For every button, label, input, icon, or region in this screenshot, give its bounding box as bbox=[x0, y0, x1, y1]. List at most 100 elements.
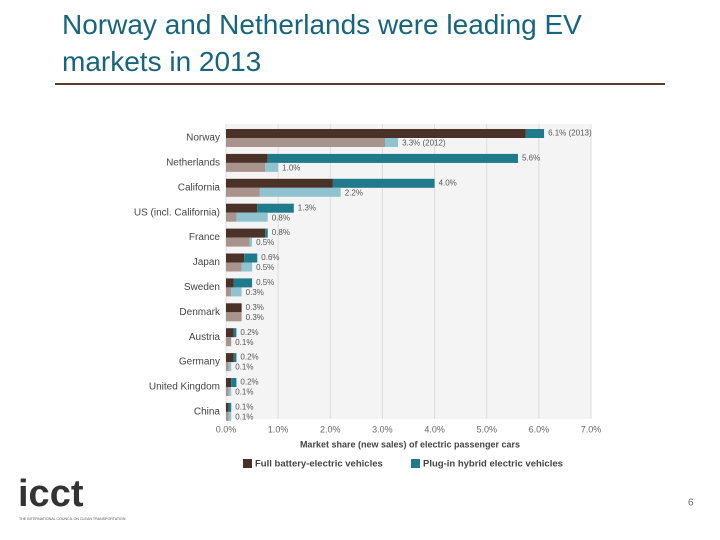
data-label: 0.1% bbox=[235, 413, 253, 422]
bar-segment bbox=[265, 228, 268, 238]
y-tick-label: California bbox=[178, 182, 221, 193]
bar-segment bbox=[226, 162, 266, 172]
bar-segment bbox=[233, 278, 253, 288]
bar-segment bbox=[226, 203, 258, 213]
data-label: 0.3% bbox=[246, 288, 264, 297]
bar-segment bbox=[226, 228, 266, 238]
bar-segment bbox=[226, 362, 229, 372]
data-label: 0.2% bbox=[240, 328, 258, 337]
bar-segment bbox=[332, 178, 435, 188]
data-label: 0.2% bbox=[240, 353, 258, 362]
bar-segment bbox=[226, 138, 386, 147]
bar-segment bbox=[265, 162, 279, 172]
data-label: 0.5% bbox=[256, 263, 274, 272]
x-tick-label: 0.0% bbox=[216, 424, 237, 434]
data-label: 1.0% bbox=[282, 164, 300, 173]
x-tick-label: 7.0% bbox=[581, 424, 602, 434]
bar-segment bbox=[226, 262, 242, 272]
bar-segment bbox=[259, 187, 341, 197]
bar-segment bbox=[267, 153, 518, 163]
data-label: 3.3% (2012) bbox=[402, 139, 446, 148]
x-tick-label: 4.0% bbox=[424, 424, 445, 434]
y-tick-label: Norway bbox=[186, 133, 220, 144]
slide-title: Norway and Netherlands were leading EV m… bbox=[62, 9, 582, 77]
data-label: 0.1% bbox=[235, 338, 253, 347]
plot-area bbox=[226, 124, 591, 419]
data-label: 0.5% bbox=[256, 238, 274, 247]
bar-segment bbox=[226, 328, 234, 338]
bar-segment bbox=[226, 278, 234, 288]
page-number: 6 bbox=[688, 498, 694, 509]
data-label: 0.1% bbox=[235, 363, 253, 372]
bar-segment bbox=[249, 237, 253, 247]
y-tick-label: Germany bbox=[179, 357, 220, 368]
data-label: 0.8% bbox=[272, 228, 290, 237]
bar-segment bbox=[226, 287, 232, 297]
bar-segment bbox=[257, 203, 294, 213]
bar-segment bbox=[228, 387, 232, 396]
bar-segment bbox=[233, 353, 237, 363]
bar-segment bbox=[228, 411, 232, 421]
data-label: 0.3% bbox=[246, 303, 264, 312]
data-label: 0.3% bbox=[246, 313, 264, 322]
y-tick-label: United Kingdom bbox=[149, 382, 220, 393]
bar-segment bbox=[241, 262, 253, 272]
legend-label: Full battery-electric vehicles bbox=[255, 459, 383, 470]
y-tick-label: France bbox=[189, 232, 221, 243]
logo: icct bbox=[18, 473, 84, 515]
data-label: 0.2% bbox=[240, 378, 258, 387]
y-tick-label: Netherlands bbox=[166, 158, 220, 169]
bar-segment bbox=[226, 178, 333, 188]
legend-swatch bbox=[243, 459, 252, 468]
bar-segment bbox=[226, 129, 526, 138]
bar-segment bbox=[226, 353, 234, 363]
x-tick-label: 2.0% bbox=[320, 424, 341, 434]
x-tick-label: 3.0% bbox=[372, 424, 393, 434]
x-tick-label: 5.0% bbox=[476, 424, 497, 434]
bar-segment bbox=[233, 328, 237, 338]
bar-segment bbox=[226, 312, 242, 322]
data-label: 0.5% bbox=[256, 278, 274, 287]
bar-segment bbox=[236, 212, 268, 222]
x-tick-label: 1.0% bbox=[268, 424, 289, 434]
bar-segment bbox=[226, 387, 229, 396]
x-axis-label: Market share (new sales) of electric pas… bbox=[300, 439, 520, 449]
logo-tagline: THE INTERNATIONAL COUNCIL ON CLEAN TRANS… bbox=[19, 517, 126, 521]
data-label: 0.1% bbox=[235, 403, 253, 412]
bar-segment bbox=[385, 138, 399, 147]
bar-segment bbox=[226, 411, 229, 421]
y-tick-label: Denmark bbox=[179, 307, 221, 318]
data-label: 5.6% bbox=[522, 154, 540, 163]
y-tick-label: Sweden bbox=[184, 282, 220, 293]
data-label: 4.0% bbox=[439, 178, 457, 187]
bar-segment bbox=[525, 129, 545, 138]
bar-segment bbox=[231, 287, 242, 297]
bar-segment bbox=[226, 337, 232, 347]
bar-segment bbox=[228, 362, 232, 372]
bar-segment bbox=[231, 378, 237, 387]
y-tick-label: China bbox=[194, 407, 221, 418]
y-tick-label: Japan bbox=[193, 257, 220, 268]
data-label: 0.6% bbox=[261, 253, 279, 262]
y-tick-label: Austria bbox=[189, 332, 221, 343]
bar-segment bbox=[226, 303, 242, 313]
data-label: 0.8% bbox=[272, 213, 290, 222]
x-tick-label: 6.0% bbox=[529, 424, 550, 434]
bar-segment bbox=[226, 212, 237, 222]
data-label: 2.2% bbox=[345, 188, 363, 197]
data-label: 1.3% bbox=[298, 203, 316, 212]
bar-segment bbox=[226, 153, 268, 163]
data-label: 0.1% bbox=[235, 388, 253, 397]
bar-segment bbox=[226, 402, 229, 412]
bar-segment bbox=[244, 253, 258, 263]
bar-segment bbox=[226, 187, 260, 197]
bar-segment bbox=[226, 237, 250, 247]
bar-segment bbox=[226, 253, 245, 263]
y-tick-label: US (incl. California) bbox=[134, 207, 220, 218]
legend-swatch bbox=[411, 459, 420, 468]
data-label: 6.1% (2013) bbox=[548, 129, 592, 138]
bar-segment bbox=[228, 402, 232, 412]
bar-segment bbox=[226, 378, 232, 387]
